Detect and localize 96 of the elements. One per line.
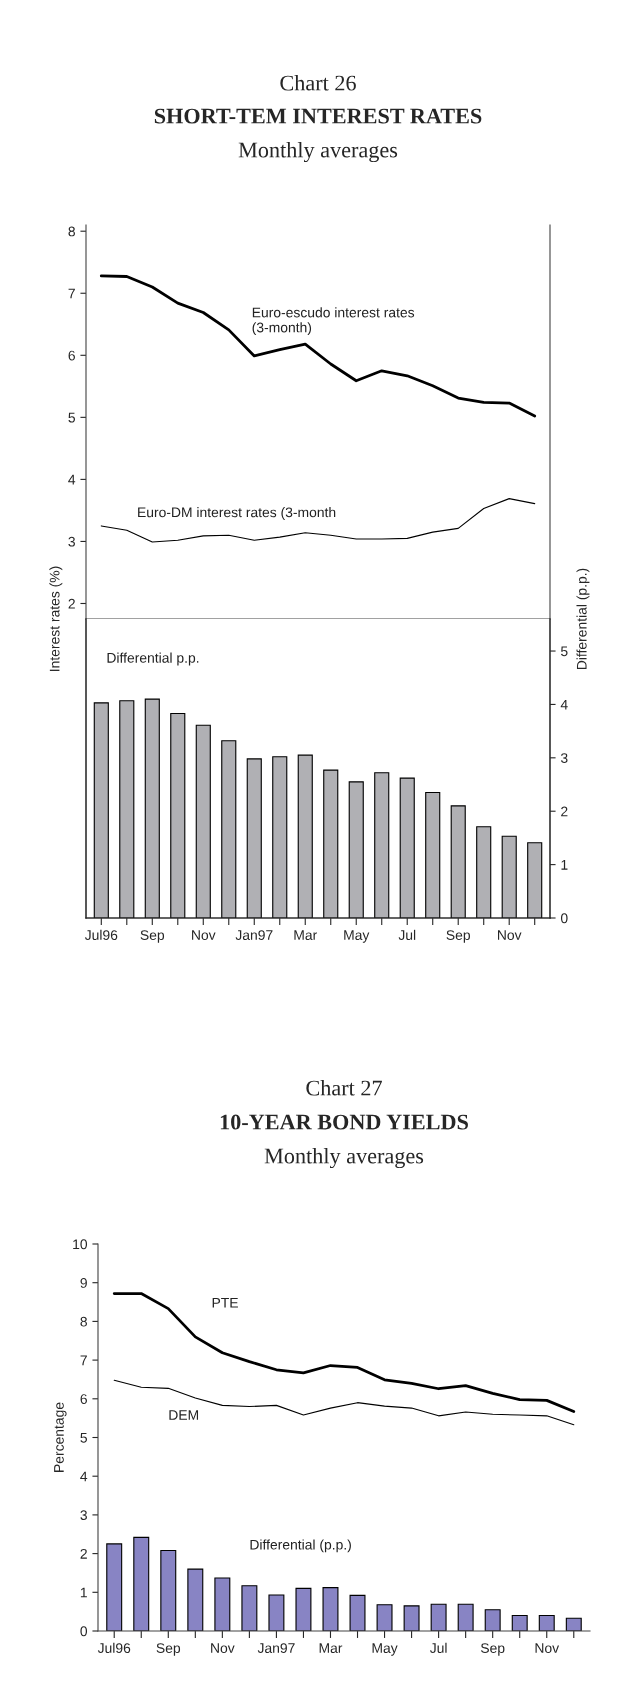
bar: [376, 1604, 393, 1631]
bar: [106, 1543, 123, 1631]
text: Monthly averages: [238, 141, 398, 163]
bar: [170, 712, 186, 918]
x-tick-label: Jul96: [97, 1642, 131, 1654]
bar: [403, 1605, 420, 1631]
bar: [374, 772, 390, 918]
x-tick-label: Nov: [535, 1643, 560, 1654]
bar: [476, 826, 492, 918]
y-axis-title: Interest rates (%): [49, 566, 63, 671]
bar: [221, 740, 237, 918]
bar: [160, 1549, 177, 1631]
bar: [430, 1603, 447, 1631]
x-tick-label: Sep: [446, 930, 470, 943]
y-tick-label: 7: [68, 288, 75, 299]
x-tick-label: Jul: [429, 1642, 447, 1654]
y-tick-label: 3: [68, 536, 75, 547]
x-tick-label: Jul: [398, 929, 416, 941]
bar: [322, 1587, 339, 1631]
x-tick-label: Nov: [211, 1643, 235, 1654]
bar: [119, 700, 135, 918]
y2-axis-title: Differential (p.p.): [576, 568, 590, 670]
bar: [297, 754, 313, 918]
line-series: [100, 498, 536, 543]
text: PTE: [212, 1298, 238, 1308]
y2-tick-label: 5: [560, 646, 568, 657]
y2-tick-label: 0: [560, 913, 568, 924]
bar: [323, 769, 339, 918]
x-tick-label: Sep: [156, 1643, 181, 1656]
y-tick-label: 0: [80, 1626, 88, 1637]
series-label: DEM: [169, 1410, 199, 1420]
bar: [187, 1568, 204, 1631]
line-series: [99, 274, 537, 418]
x-tick-label: Nov: [192, 930, 216, 941]
chart-title: Chart 27: [306, 1079, 382, 1096]
y2-tick-label: 2: [561, 806, 568, 817]
bar: [133, 1536, 150, 1631]
x-tick-label: Jan97: [235, 930, 273, 941]
bar: [144, 698, 160, 918]
line-series: [113, 1379, 575, 1426]
bar: [214, 1577, 231, 1631]
y-tick-label: 6: [80, 1394, 87, 1404]
bar: [268, 1594, 285, 1631]
bar: [511, 1614, 528, 1631]
series-label: Euro-escudo interest rates (3-month): [252, 307, 415, 336]
x-tick-label: Sep: [480, 1643, 505, 1656]
x-tick-label: Mar: [294, 930, 317, 941]
bar: [565, 1617, 582, 1631]
text: Differential (p.p.): [250, 1539, 351, 1553]
bar: [272, 756, 288, 918]
x-tick-label: May: [372, 1643, 398, 1656]
bar: [241, 1585, 258, 1631]
bar: [450, 805, 466, 918]
y-tick-label: 3: [80, 1510, 87, 1521]
bar: [538, 1614, 555, 1631]
chart-title: Chart 26: [280, 74, 356, 91]
series-label: Euro-DM interest rates (3-month: [138, 507, 336, 520]
y-tick-label: 4: [68, 474, 76, 485]
bar: [295, 1587, 312, 1631]
text: Monthly averages: [264, 1147, 424, 1169]
y-tick-label: 8: [80, 1316, 87, 1327]
x-tick-label: Mar: [319, 1643, 343, 1654]
bar: [501, 835, 517, 918]
bar: [93, 702, 109, 918]
y-tick-label: 6: [68, 350, 75, 361]
bar: [399, 777, 415, 918]
y-tick-label: 10: [73, 1239, 88, 1250]
bar: [425, 791, 441, 918]
y-axis-title: Percentage: [54, 1402, 67, 1472]
y-tick-label: 8: [68, 226, 75, 237]
bar: [195, 724, 211, 918]
bar: [484, 1609, 501, 1631]
bar: [348, 781, 364, 918]
y-tick-label: 5: [80, 1432, 87, 1443]
y2-tick-label: 4: [560, 699, 568, 710]
y2-tick-label: 3: [560, 753, 568, 763]
y-tick-label: 7: [80, 1355, 87, 1366]
x-tick-label: Jul96: [84, 929, 118, 941]
y2-tick-label: 1: [561, 860, 568, 870]
chart-subtitle: SHORT-TEM INTEREST RATES: [154, 108, 482, 124]
x-tick-label: Sep: [140, 930, 165, 943]
bar: [349, 1594, 366, 1631]
bar: [246, 758, 262, 918]
y-tick-label: 2: [68, 598, 75, 609]
text: Differential p.p.: [107, 652, 199, 666]
x-tick-label: Jan97: [257, 1643, 295, 1654]
y-tick-label: 9: [80, 1278, 87, 1288]
y-tick-label: 4: [80, 1471, 88, 1482]
x-tick-label: Nov: [498, 930, 522, 941]
y-tick-label: 2: [80, 1548, 87, 1559]
bar: [527, 842, 543, 918]
chart-subtitle: 10-YEAR BOND YIELDS: [220, 1114, 468, 1130]
bar: [457, 1603, 474, 1631]
y-tick-label: 1: [80, 1587, 87, 1598]
x-tick-label: May: [344, 930, 370, 943]
y-tick-label: 5: [68, 412, 75, 423]
